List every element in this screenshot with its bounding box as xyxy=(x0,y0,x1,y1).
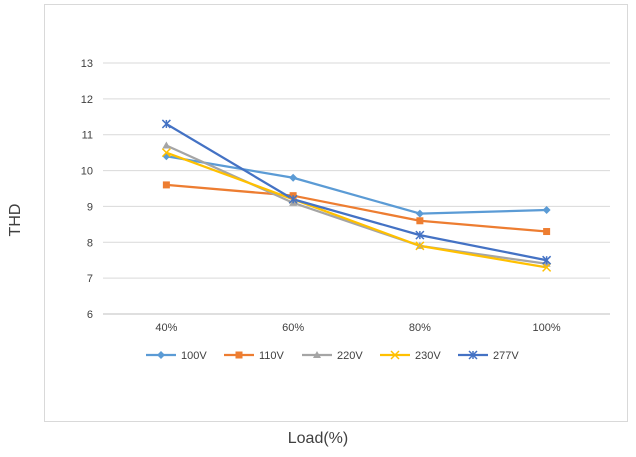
y-tick-label: 9 xyxy=(87,201,93,213)
marker-shape xyxy=(415,241,425,251)
marker-shape xyxy=(542,262,552,272)
data-point-277v xyxy=(288,194,298,204)
legend: 100V 110V 220V 230V 277V xyxy=(146,350,519,362)
series-line-100v xyxy=(166,155,547,215)
series-line-277v xyxy=(165,122,547,262)
legend-marker xyxy=(468,350,478,360)
y-tick-label: 8 xyxy=(87,237,93,249)
y-tick-label: 7 xyxy=(87,273,93,285)
x-axis-title: Load(%) xyxy=(287,430,349,447)
x-tick-label: 40% xyxy=(155,322,177,334)
legend-item-220v: 220V xyxy=(302,350,363,362)
legend-label: 230V xyxy=(415,350,441,362)
y-tick-label: 11 xyxy=(82,130,93,142)
x-tick-label: 80% xyxy=(409,322,431,334)
legend-marker xyxy=(313,351,321,358)
legend-item-277v: 277V xyxy=(458,350,519,362)
series-markers xyxy=(161,119,552,272)
data-point-230v xyxy=(542,262,552,272)
legend-label: 100V xyxy=(181,350,207,362)
y-tick-label: 10 xyxy=(81,166,93,178)
legend-item-100v: 100V xyxy=(146,350,207,362)
marker-shape xyxy=(313,351,321,358)
marker-shape xyxy=(161,148,171,158)
data-point-100v xyxy=(542,206,551,215)
data-point-100v xyxy=(289,173,298,182)
x-tick-label: 100% xyxy=(533,322,561,334)
marker-shape xyxy=(390,350,400,360)
data-point-230v xyxy=(415,241,425,251)
series-line-230v xyxy=(165,151,547,269)
legend-item-230v: 230V xyxy=(380,350,441,362)
marker-shape xyxy=(543,228,551,236)
gridlines xyxy=(103,62,610,315)
marker-shape xyxy=(542,206,551,215)
data-point-110v xyxy=(416,217,424,225)
data-point-220v xyxy=(162,141,171,149)
y-tick-label: 12 xyxy=(81,94,93,106)
data-point-110v xyxy=(543,228,551,236)
legend-marker xyxy=(235,351,243,359)
x-tick-labels: 40% 60% 80% 100% xyxy=(155,322,561,334)
data-point-277v xyxy=(415,230,425,240)
legend-label: 277V xyxy=(493,350,519,362)
data-point-100v xyxy=(415,209,424,218)
marker-shape xyxy=(416,217,424,225)
legend-label: 220V xyxy=(337,350,363,362)
data-point-110v xyxy=(162,181,170,189)
chart-frame xyxy=(44,4,628,422)
marker-shape xyxy=(415,209,424,218)
data-point-277v xyxy=(542,255,552,265)
series-lines xyxy=(165,122,547,269)
marker-shape xyxy=(157,351,165,359)
marker-shape xyxy=(162,141,171,149)
marker-shape xyxy=(162,181,170,189)
legend-label: 110V xyxy=(259,350,285,362)
x-tick-label: 60% xyxy=(282,322,304,334)
data-point-277v xyxy=(161,119,171,129)
marker-shape xyxy=(289,173,298,182)
y-tick-labels: 6 7 8 9 10 11 12 13 xyxy=(81,58,93,321)
series-line-110v xyxy=(166,183,547,233)
legend-marker xyxy=(157,351,165,359)
legend-item-110v: 110V xyxy=(224,350,285,362)
marker-shape xyxy=(235,351,243,359)
legend-marker xyxy=(390,350,400,360)
y-tick-label: 13 xyxy=(81,58,93,70)
series-line-220v xyxy=(165,144,547,265)
data-point-230v xyxy=(161,148,171,158)
y-tick-label: 6 xyxy=(87,309,93,321)
